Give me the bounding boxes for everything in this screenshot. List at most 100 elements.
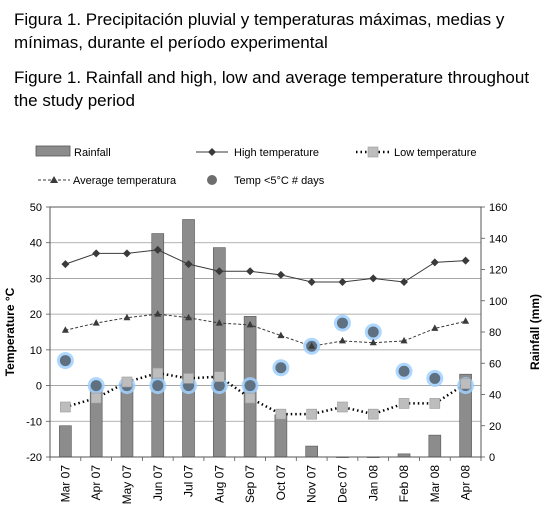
- x-tick-label: Jul 07: [182, 465, 196, 497]
- legend-label-high: High temperature: [234, 147, 319, 159]
- legend-marker-cold-days: [207, 175, 217, 185]
- rainfall-bar: [428, 434, 442, 458]
- y-tick-label-left: 10: [30, 345, 42, 357]
- y-tick-label-right: 160: [489, 202, 507, 214]
- high-temp-point: [153, 245, 162, 254]
- y-tick-label-right: 40: [489, 390, 501, 402]
- cold-days-point: [429, 372, 441, 384]
- low-temp-point: [337, 401, 348, 413]
- cold-days-point: [367, 326, 379, 338]
- legend-label-rainfall: Rainfall: [74, 147, 111, 159]
- y-tick-label-left: 50: [30, 202, 42, 214]
- x-tick-label: Jan 08: [366, 465, 380, 501]
- x-tick-label: Apr 07: [89, 465, 103, 501]
- y-tick-label-left: 30: [30, 273, 42, 285]
- x-tick-label: May 07: [120, 465, 134, 505]
- low-temp-point: [152, 367, 164, 379]
- y-axis-title-left: Temperature °C: [3, 287, 17, 376]
- average-temp-point: [215, 319, 223, 326]
- average-temp-point: [185, 313, 193, 321]
- rainfall-bar: [59, 425, 72, 458]
- legend-label-low: Low temperature: [394, 147, 477, 159]
- low-temp-point: [275, 408, 287, 420]
- y-tick-label-right: 0: [489, 452, 495, 464]
- average-temp-point: [123, 313, 131, 321]
- high-temp-point: [184, 260, 193, 269]
- tick-labels: 50403020100-10-20160140120100806040200Ma…: [26, 202, 507, 504]
- caption-spanish: Figura 1. Precipitación pluvial y temper…: [14, 10, 505, 52]
- rainfall-bar: [274, 414, 288, 458]
- rainfall-bar: [305, 445, 318, 458]
- rainfall-bar: [182, 219, 195, 458]
- high-temp-point: [369, 274, 378, 283]
- x-tick-label: Aug 07: [212, 465, 226, 503]
- x-tick-label: Oct 07: [274, 465, 288, 501]
- rainfall-bars: [59, 219, 472, 458]
- low-temp-point: [183, 373, 194, 384]
- x-tick-label: Nov 07: [305, 465, 319, 503]
- low-temp-point: [60, 401, 71, 413]
- high-temp-point: [461, 256, 470, 265]
- low-temp-point: [460, 378, 471, 390]
- high-temp-point: [92, 249, 101, 258]
- cold-days-point: [59, 355, 71, 367]
- average-temp-point: [431, 324, 439, 331]
- y-tick-label-right: 100: [489, 296, 507, 308]
- high-temp-point: [276, 270, 285, 279]
- caption-english: Figure 1. Rainfall and high, low and ave…: [14, 68, 530, 110]
- y-tick-label-right: 140: [489, 233, 507, 245]
- low-temp-point: [429, 398, 441, 409]
- legend-swatch-rainfall: [35, 145, 71, 157]
- y-tick-label-right: 80: [489, 327, 501, 339]
- high-temp-point: [400, 278, 409, 286]
- cold-days-point: [336, 317, 348, 329]
- series-line-high-temperature: [65, 249, 466, 283]
- high-temp-point: [61, 260, 70, 269]
- x-tick-label: Jun 07: [151, 465, 165, 501]
- high-temp-point: [122, 249, 131, 258]
- legend-label-average: Average temperatura: [73, 175, 177, 187]
- average-temp-point: [154, 310, 162, 317]
- x-tick-label: Mar 08: [428, 465, 442, 503]
- x-tick-label: Sep 07: [243, 465, 257, 503]
- plot-frame: [49, 206, 482, 458]
- gridlines: [46, 206, 485, 461]
- cold-days-point: [90, 380, 102, 392]
- high-temp-point: [430, 258, 439, 267]
- axes: [49, 206, 482, 458]
- x-tick-label: Mar 07: [58, 465, 72, 503]
- high-temp-point: [215, 267, 224, 276]
- rainfall-bar: [120, 383, 134, 458]
- y-tick-label-right: 120: [489, 265, 507, 277]
- x-tick-label: Apr 08: [459, 465, 473, 501]
- low-temp-point: [306, 408, 317, 420]
- y-tick-label-left: 40: [30, 238, 42, 250]
- average-temp-point: [338, 336, 346, 344]
- high-temp-point: [307, 278, 316, 286]
- low-temp-point: [398, 398, 410, 409]
- y-tick-label-left: 0: [36, 381, 42, 393]
- y-tick-label-right: 60: [489, 358, 501, 370]
- average-temp-point: [92, 319, 100, 326]
- y-tick-label-right: 20: [489, 421, 501, 433]
- rainfall-bar: [151, 233, 165, 458]
- x-tick-label: Feb 08: [397, 465, 411, 503]
- average-temp-point: [61, 326, 69, 333]
- cold-days-point: [244, 380, 256, 392]
- average-temp-point: [400, 336, 408, 344]
- y-tick-label-left: -20: [26, 452, 42, 464]
- legend-marker-low: [367, 146, 379, 158]
- legend-label-cold-days: Temp <5°C # days: [234, 175, 325, 187]
- y-axis-title-right: Rainfall (mm): [528, 294, 542, 370]
- cold-days-point: [275, 362, 287, 374]
- average-temp-point: [246, 320, 254, 328]
- cold-days-point: [398, 365, 410, 377]
- low-temp-point: [367, 408, 379, 420]
- average-temp-point: [277, 331, 285, 339]
- legend-marker-average: [50, 176, 58, 183]
- low-temp-point: [244, 392, 256, 404]
- legend-marker-high: [208, 148, 216, 156]
- average-temp-point: [308, 342, 316, 349]
- legend: Rainfall High temperature Low temperatur…: [35, 145, 477, 187]
